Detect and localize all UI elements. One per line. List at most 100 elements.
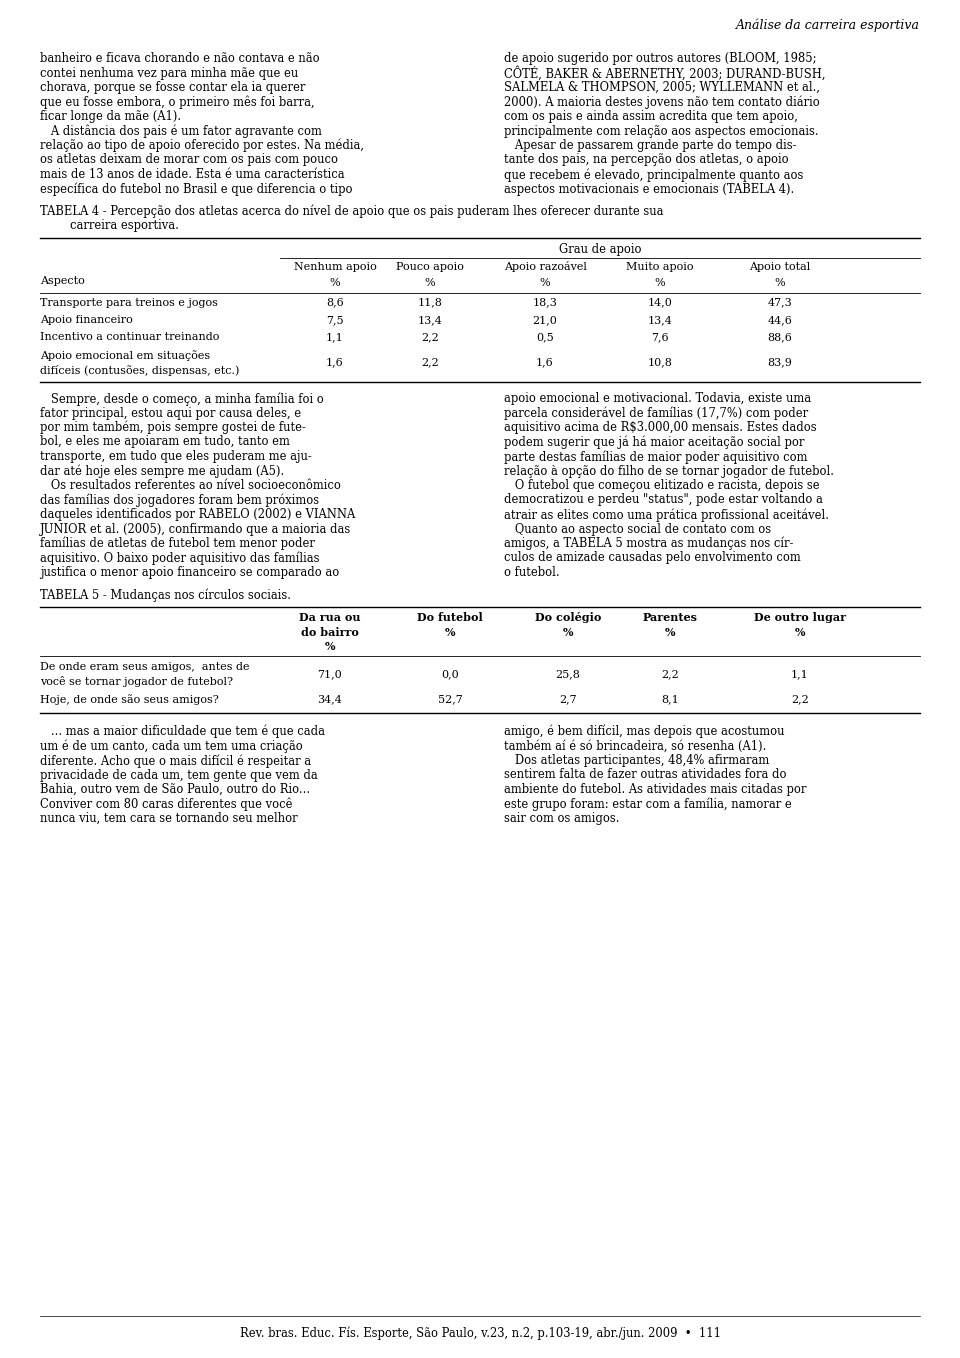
Text: 18,3: 18,3 (533, 297, 558, 307)
Text: JUNIOR et al. (2005), confirmando que a maioria das: JUNIOR et al. (2005), confirmando que a … (40, 523, 351, 535)
Text: 8,6: 8,6 (326, 297, 344, 307)
Text: você se tornar jogador de futebol?: você se tornar jogador de futebol? (40, 676, 233, 687)
Text: ... mas a maior dificuldade que tem é que cada: ... mas a maior dificuldade que tem é qu… (40, 725, 325, 739)
Text: privacidade de cada um, tem gente que vem da: privacidade de cada um, tem gente que ve… (40, 769, 318, 781)
Text: apoio emocional e motivacional. Todavia, existe uma: apoio emocional e motivacional. Todavia,… (504, 392, 811, 405)
Text: 2,2: 2,2 (661, 668, 679, 679)
Text: Os resultados referentes ao nível socioeconômico: Os resultados referentes ao nível socioe… (40, 479, 341, 492)
Text: parte destas famílias de maior poder aquisitivo com: parte destas famílias de maior poder aqu… (504, 449, 807, 463)
Text: %: % (444, 626, 455, 637)
Text: 1,1: 1,1 (791, 668, 809, 679)
Text: carreira esportiva.: carreira esportiva. (70, 220, 179, 232)
Text: TABELA 5 - Mudanças nos círculos sociais.: TABELA 5 - Mudanças nos círculos sociais… (40, 588, 291, 602)
Text: Muito apoio: Muito apoio (626, 262, 694, 272)
Text: específica do futebol no Brasil e que diferencia o tipo: específica do futebol no Brasil e que di… (40, 182, 352, 196)
Text: 10,8: 10,8 (648, 357, 672, 367)
Text: com os pais e ainda assim acredita que tem apoio,: com os pais e ainda assim acredita que t… (504, 110, 798, 124)
Text: %: % (324, 641, 335, 652)
Text: %: % (424, 278, 435, 288)
Text: Do colégio: Do colégio (535, 612, 601, 623)
Text: Hoje, de onde são seus amigos?: Hoje, de onde são seus amigos? (40, 694, 219, 705)
Text: %: % (775, 278, 785, 288)
Text: atrair as elites como uma prática profissional aceitável.: atrair as elites como uma prática profis… (504, 508, 829, 521)
Text: democratizou e perdeu "status", pode estar voltando a: democratizou e perdeu "status", pode est… (504, 493, 823, 507)
Text: 47,3: 47,3 (768, 297, 792, 307)
Text: O futebol que começou elitizado e racista, depois se: O futebol que começou elitizado e racist… (504, 479, 820, 492)
Text: contei nenhuma vez para minha mãe que eu: contei nenhuma vez para minha mãe que eu (40, 67, 299, 80)
Text: fator principal, estou aqui por causa deles, e: fator principal, estou aqui por causa de… (40, 406, 301, 420)
Text: %: % (563, 626, 573, 637)
Text: 7,6: 7,6 (651, 333, 669, 342)
Text: 14,0: 14,0 (648, 297, 672, 307)
Text: das famílias dos jogadores foram bem próximos: das famílias dos jogadores foram bem pró… (40, 493, 319, 507)
Text: Quanto ao aspecto social de contato com os: Quanto ao aspecto social de contato com … (504, 523, 771, 535)
Text: Dos atletas participantes, 48,4% afirmaram: Dos atletas participantes, 48,4% afirmar… (504, 754, 769, 767)
Text: chorava, porque se fosse contar ela ia querer: chorava, porque se fosse contar ela ia q… (40, 81, 305, 94)
Text: que eu fosse embora, o primeiro mês foi barra,: que eu fosse embora, o primeiro mês foi … (40, 95, 315, 109)
Text: Da rua ou: Da rua ou (300, 612, 361, 623)
Text: 71,0: 71,0 (318, 668, 343, 679)
Text: 25,8: 25,8 (556, 668, 581, 679)
Text: podem sugerir que já há maior aceitação social por: podem sugerir que já há maior aceitação … (504, 436, 804, 449)
Text: nunca viu, tem cara se tornando seu melhor: nunca viu, tem cara se tornando seu melh… (40, 812, 298, 826)
Text: este grupo foram: estar com a família, namorar e: este grupo foram: estar com a família, n… (504, 797, 792, 811)
Text: Parentes: Parentes (642, 612, 698, 623)
Text: Nenhum apoio: Nenhum apoio (294, 262, 376, 272)
Text: 13,4: 13,4 (648, 315, 672, 325)
Text: TABELA 4 - Percepção dos atletas acerca do nível de apoio que os pais puderam lh: TABELA 4 - Percepção dos atletas acerca … (40, 205, 663, 219)
Text: A distância dos pais é um fator agravante com: A distância dos pais é um fator agravant… (40, 125, 322, 139)
Text: Apesar de passarem grande parte do tempo dis-: Apesar de passarem grande parte do tempo… (504, 139, 797, 152)
Text: principalmente com relação aos aspectos emocionais.: principalmente com relação aos aspectos … (504, 125, 819, 137)
Text: 0,0: 0,0 (442, 668, 459, 679)
Text: tante dos pais, na percepção dos atletas, o apoio: tante dos pais, na percepção dos atletas… (504, 153, 788, 167)
Text: mais de 13 anos de idade. Esta é uma característica: mais de 13 anos de idade. Esta é uma car… (40, 168, 345, 181)
Text: 11,8: 11,8 (418, 297, 443, 307)
Text: ambiente do futebol. As atividades mais citadas por: ambiente do futebol. As atividades mais … (504, 784, 806, 796)
Text: 1,6: 1,6 (536, 357, 554, 367)
Text: 0,5: 0,5 (536, 333, 554, 342)
Text: Incentivo a continuar treinando: Incentivo a continuar treinando (40, 333, 220, 342)
Text: 52,7: 52,7 (438, 694, 463, 705)
Text: também aí é só brincadeira, só resenha (A1).: também aí é só brincadeira, só resenha (… (504, 740, 766, 752)
Text: 2000). A maioria destes jovens não tem contato diário: 2000). A maioria destes jovens não tem c… (504, 95, 820, 109)
Text: 83,9: 83,9 (768, 357, 792, 367)
Text: famílias de atletas de futebol tem menor poder: famílias de atletas de futebol tem menor… (40, 536, 315, 550)
Text: amigo, é bem difícil, mas depois que acostumou: amigo, é bem difícil, mas depois que aco… (504, 725, 784, 739)
Text: relação ao tipo de apoio oferecido por estes. Na média,: relação ao tipo de apoio oferecido por e… (40, 139, 364, 152)
Text: %: % (540, 278, 550, 288)
Text: Grau de apoio: Grau de apoio (559, 243, 641, 257)
Text: Apoio razoável: Apoio razoável (504, 262, 587, 273)
Text: do bairro: do bairro (301, 626, 359, 637)
Text: 2,2: 2,2 (791, 694, 809, 705)
Text: Pouco apoio: Pouco apoio (396, 262, 464, 272)
Text: dar até hoje eles sempre me ajudam (A5).: dar até hoje eles sempre me ajudam (A5). (40, 464, 284, 478)
Text: Bahia, outro vem de São Paulo, outro do Rio...: Bahia, outro vem de São Paulo, outro do … (40, 784, 310, 796)
Text: De onde eram seus amigos,  antes de: De onde eram seus amigos, antes de (40, 661, 250, 671)
Text: sentirem falta de fazer outras atividades fora do: sentirem falta de fazer outras atividade… (504, 769, 786, 781)
Text: Rev. bras. Educ. Fís. Esporte, São Paulo, v.23, n.2, p.103-19, abr./jun. 2009  •: Rev. bras. Educ. Fís. Esporte, São Paulo… (239, 1325, 721, 1339)
Text: %: % (664, 626, 675, 637)
Text: daqueles identificados por RABELO (2002) e VIANNA: daqueles identificados por RABELO (2002)… (40, 508, 355, 521)
Text: ficar longe da mãe (A1).: ficar longe da mãe (A1). (40, 110, 181, 124)
Text: um é de um canto, cada um tem uma criação: um é de um canto, cada um tem uma criaçã… (40, 740, 302, 752)
Text: SALMELA & THOMPSON, 2005; WYLLEMANN et al.,: SALMELA & THOMPSON, 2005; WYLLEMANN et a… (504, 81, 820, 94)
Text: bol, e eles me apoiaram em tudo, tanto em: bol, e eles me apoiaram em tudo, tanto e… (40, 436, 290, 448)
Text: aquisitivo acima de R$3.000,00 mensais. Estes dados: aquisitivo acima de R$3.000,00 mensais. … (504, 421, 817, 435)
Text: 2,2: 2,2 (421, 333, 439, 342)
Text: 34,4: 34,4 (318, 694, 343, 705)
Text: 1,1: 1,1 (326, 333, 344, 342)
Text: difíceis (contusões, dispensas, etc.): difíceis (contusões, dispensas, etc.) (40, 364, 239, 376)
Text: aquisitivo. O baixo poder aquisitivo das famílias: aquisitivo. O baixo poder aquisitivo das… (40, 551, 320, 565)
Text: 1,6: 1,6 (326, 357, 344, 367)
Text: Transporte para treinos e jogos: Transporte para treinos e jogos (40, 297, 218, 307)
Text: CÔTÉ, BAKER & ABERNETHY, 2003; DURAND-BUSH,: CÔTÉ, BAKER & ABERNETHY, 2003; DURAND-BU… (504, 67, 826, 81)
Text: justifica o menor apoio financeiro se comparado ao: justifica o menor apoio financeiro se co… (40, 566, 339, 579)
Text: 7,5: 7,5 (326, 315, 344, 325)
Text: culos de amizade causadas pelo envolvimento com: culos de amizade causadas pelo envolvime… (504, 551, 801, 565)
Text: %: % (795, 626, 805, 637)
Text: Aspecto: Aspecto (40, 276, 84, 287)
Text: 13,4: 13,4 (418, 315, 443, 325)
Text: %: % (329, 278, 340, 288)
Text: 8,1: 8,1 (661, 694, 679, 705)
Text: Do futebol: Do futebol (418, 612, 483, 623)
